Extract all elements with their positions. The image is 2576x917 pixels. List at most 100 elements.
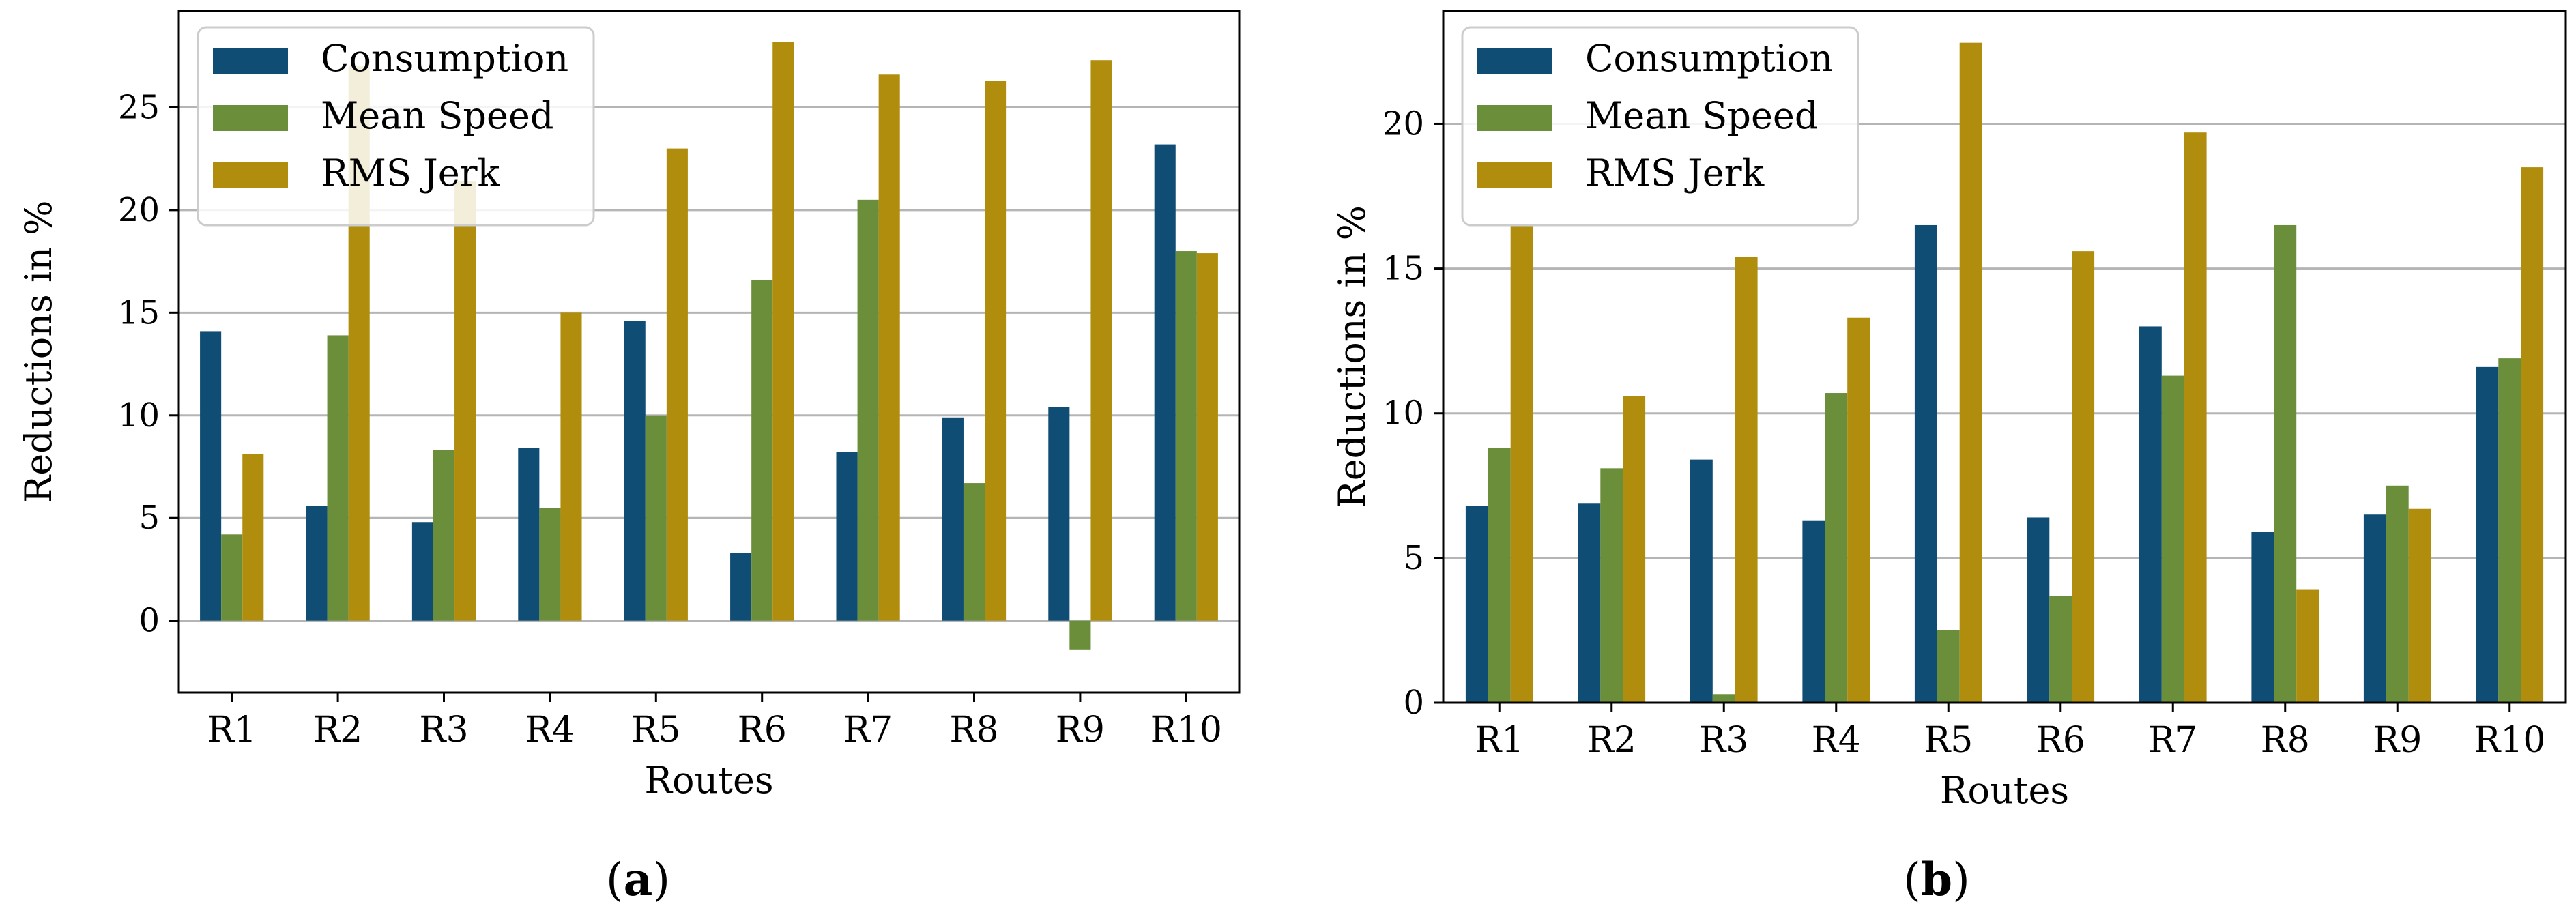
legend-box — [1461, 26, 1859, 227]
x-tick-label: R1 — [1475, 720, 1524, 761]
bar-rms-jerk-r3 — [1735, 257, 1758, 703]
x-tick-label: R5 — [631, 710, 680, 751]
legend-entry: Consumption — [1585, 37, 1833, 80]
y-tick-label: 20 — [1383, 104, 1424, 143]
x-axis-label: Routes — [644, 759, 773, 802]
bar-rms-jerk-r1 — [1510, 224, 1533, 703]
bar-mean-speed-r8 — [963, 483, 985, 621]
bar-mean-speed-r2 — [327, 335, 349, 621]
x-tick-label: R3 — [1699, 720, 1748, 761]
bar-consumption-r2 — [306, 506, 328, 621]
x-tick-label: R9 — [1056, 710, 1105, 751]
bar-rms-jerk-r3 — [454, 181, 476, 621]
bar-mean-speed-r6 — [751, 280, 773, 621]
bar-consumption-r4 — [518, 448, 540, 621]
legend-swatch — [1477, 162, 1552, 188]
bar-consumption-r5 — [1914, 224, 1937, 703]
bar-consumption-r1 — [200, 331, 222, 621]
bar-mean-speed-r6 — [2049, 596, 2072, 703]
x-tick-label: R7 — [2148, 720, 2197, 761]
legend-box — [197, 26, 595, 227]
bar-rms-jerk-r10 — [2521, 167, 2544, 703]
bar-consumption-r4 — [1802, 520, 1825, 703]
bar-consumption-r7 — [836, 452, 858, 621]
bar-consumption-r7 — [2139, 326, 2162, 703]
plot-frame — [177, 10, 1241, 694]
bar-mean-speed-r3 — [433, 450, 455, 621]
y-tick-label: 25 — [118, 88, 160, 126]
x-tick-label: R6 — [738, 710, 787, 751]
y-tick-label: 0 — [1403, 684, 1424, 722]
panel-label: (a) — [606, 853, 670, 906]
bar-rms-jerk-r8 — [2296, 590, 2319, 703]
bar-mean-speed-r5 — [1937, 630, 1960, 703]
bar-rms-jerk-r8 — [985, 81, 1007, 621]
panel-label: (b) — [1903, 853, 1970, 906]
y-tick-label: 15 — [1383, 250, 1424, 288]
legend-entry: Mean Speed — [321, 94, 553, 137]
bar-consumption-r2 — [1578, 503, 1601, 703]
x-tick-label: R2 — [313, 710, 362, 751]
bar-rms-jerk-r6 — [2072, 251, 2095, 703]
bar-consumption-r1 — [1465, 506, 1488, 703]
bar-rms-jerk-r10 — [1196, 253, 1218, 621]
legend-entry: RMS Jerk — [321, 151, 501, 194]
x-tick-label: R10 — [2474, 720, 2545, 761]
x-tick-label: R6 — [2036, 720, 2085, 761]
x-tick-label: R4 — [525, 710, 575, 751]
x-tick-label: R8 — [949, 710, 998, 751]
bar-consumption-r9 — [2363, 514, 2386, 703]
x-tick-label: R5 — [1924, 720, 1973, 761]
bar-rms-jerk-r5 — [1959, 42, 1982, 703]
legend-swatch — [1477, 105, 1552, 131]
x-tick-label: R10 — [1150, 710, 1222, 751]
legend: Consumption Mean Speed RMS Jerk — [197, 26, 595, 227]
bar-rms-jerk-r7 — [878, 74, 900, 621]
bar-consumption-r3 — [411, 522, 433, 621]
bar-consumption-r10 — [2476, 366, 2499, 703]
bar-rms-jerk-r9 — [1090, 60, 1112, 621]
legend-entry: Mean Speed — [1585, 94, 1818, 137]
y-tick-label: 5 — [1403, 539, 1424, 577]
legend-swatch — [1477, 48, 1552, 74]
bar-mean-speed-r7 — [2161, 375, 2184, 703]
bar-mean-speed-r8 — [2274, 224, 2297, 703]
legend-entry: RMS Jerk — [1585, 151, 1765, 194]
legend: Consumption Mean Speed RMS Jerk — [1461, 26, 1859, 227]
bar-consumption-r9 — [1048, 407, 1070, 621]
bar-rms-jerk-r4 — [1847, 317, 1870, 703]
y-tick-label: 20 — [118, 191, 160, 229]
bar-mean-speed-r2 — [1600, 468, 1623, 703]
bar-rms-jerk-r5 — [666, 148, 688, 621]
x-tick-label: R9 — [2373, 720, 2422, 761]
bar-rms-jerk-r7 — [2184, 132, 2207, 703]
x-axis-label: Routes — [1940, 769, 2069, 812]
bar-mean-speed-r9 — [1069, 620, 1091, 650]
bar-mean-speed-r1 — [221, 534, 243, 621]
chart-panel-a: 0 5 10 15 20 25 R1 R2 R3 R4 R5 R6 R7 R8 R9 R10 Routes Red… — [17, 10, 1241, 906]
plot-frame — [1442, 10, 2567, 704]
legend-entry: Consumption — [321, 37, 568, 80]
y-tick-label: 0 — [139, 602, 160, 640]
y-axis-label: Reductions in % — [17, 201, 60, 504]
bar-mean-speed-r3 — [1712, 694, 1735, 703]
bar-mean-speed-r4 — [1825, 393, 1848, 703]
y-axis-label: Reductions in % — [1331, 205, 1374, 508]
bar-consumption-r10 — [1154, 144, 1176, 621]
legend-swatch — [213, 105, 288, 131]
x-tick-label: R3 — [419, 710, 468, 751]
bar-mean-speed-r10 — [1175, 251, 1197, 621]
bar-mean-speed-r7 — [857, 199, 879, 621]
bar-mean-speed-r1 — [1488, 448, 1511, 703]
bar-rms-jerk-r1 — [242, 454, 264, 621]
y-tick-label: 5 — [139, 499, 160, 537]
bar-mean-speed-r10 — [2498, 358, 2521, 703]
bar-rms-jerk-r4 — [560, 312, 582, 621]
bar-rms-jerk-r2 — [1623, 396, 1646, 703]
y-tick-label: 10 — [1383, 394, 1424, 433]
x-tick-label: R7 — [843, 710, 893, 751]
bar-consumption-r3 — [1690, 459, 1713, 703]
legend-swatch — [213, 48, 288, 74]
bar-mean-speed-r5 — [645, 415, 667, 621]
